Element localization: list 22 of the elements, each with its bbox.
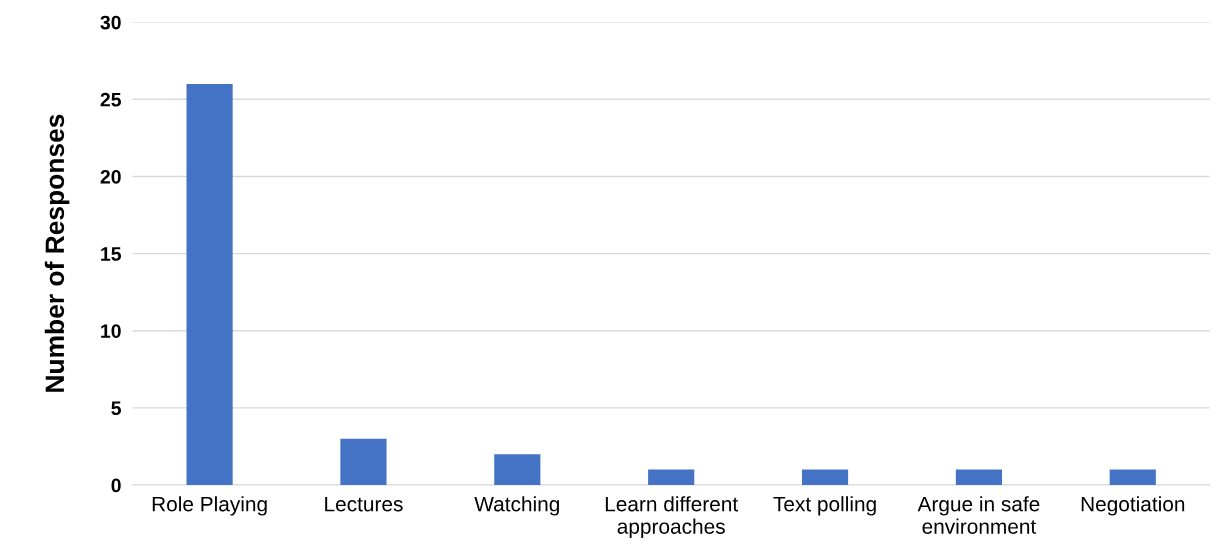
x-tick-label: Argue in safe environment [917, 496, 1040, 534]
x-tick-label: Lectures [325, 496, 403, 512]
y-tick-label: 25 [100, 92, 121, 107]
bar [340, 438, 387, 486]
bar [186, 83, 233, 486]
y-tick-label: 15 [101, 247, 121, 261]
y-tick-label: 10 [101, 324, 121, 338]
y-axis-title: Number of Responses [44, 114, 70, 392]
x-tick-label: Role Playing [152, 496, 267, 516]
x-tick-label: Watching [474, 496, 559, 516]
x-tick-label: Text polling [773, 496, 876, 516]
bar [801, 469, 849, 486]
y-tick-label: 0 [111, 478, 121, 493]
bar [648, 469, 695, 486]
y-tick-label: 30 [100, 15, 121, 30]
bar [494, 454, 541, 486]
x-tick-label: Learn different approaches [605, 496, 739, 538]
y-tick-label: 20 [100, 169, 121, 184]
y-tick-label: 5 [111, 401, 121, 416]
bar [1109, 469, 1156, 486]
x-tick-label: Negotiation [1081, 496, 1185, 516]
bar [955, 469, 1002, 486]
